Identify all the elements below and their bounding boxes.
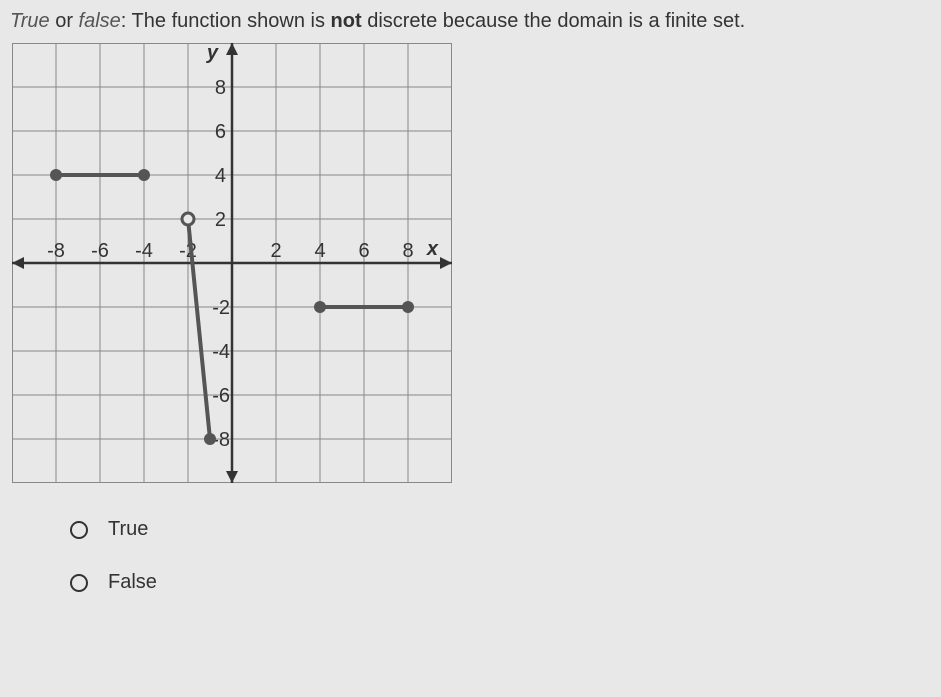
question-bold: not bbox=[331, 10, 362, 32]
svg-text:-2: -2 bbox=[212, 297, 230, 319]
option-false[interactable]: False bbox=[70, 571, 931, 594]
svg-text:8: 8 bbox=[402, 240, 413, 262]
svg-text:8: 8 bbox=[215, 77, 226, 99]
coordinate-grid-chart: -8-6-4-22468-8-6-4-22468xy bbox=[12, 43, 931, 488]
svg-text:x: x bbox=[426, 238, 439, 260]
question-false-word: false bbox=[79, 10, 121, 32]
svg-text:-6: -6 bbox=[212, 385, 230, 407]
chart-svg: -8-6-4-22468-8-6-4-22468xy bbox=[12, 43, 452, 483]
svg-text:-4: -4 bbox=[212, 341, 230, 363]
svg-text:6: 6 bbox=[215, 121, 226, 143]
option-true[interactable]: True bbox=[70, 518, 931, 541]
svg-text:-8: -8 bbox=[47, 240, 65, 262]
svg-text:2: 2 bbox=[270, 240, 281, 262]
radio-icon bbox=[70, 521, 88, 539]
svg-text:4: 4 bbox=[215, 165, 226, 187]
svg-text:6: 6 bbox=[358, 240, 369, 262]
option-label: True bbox=[108, 518, 148, 541]
radio-icon bbox=[70, 574, 88, 592]
question-true-word: True bbox=[10, 10, 50, 32]
question-mid1: or bbox=[50, 10, 79, 32]
svg-text:-4: -4 bbox=[135, 240, 153, 262]
answer-options: True False bbox=[70, 518, 931, 594]
svg-text:4: 4 bbox=[314, 240, 325, 262]
svg-text:y: y bbox=[206, 43, 219, 64]
option-label: False bbox=[108, 571, 157, 594]
svg-text:2: 2 bbox=[215, 209, 226, 231]
svg-text:-6: -6 bbox=[91, 240, 109, 262]
question-mid2: : The function shown is bbox=[121, 10, 331, 32]
question-suffix: discrete because the domain is a finite … bbox=[362, 10, 746, 32]
question-prompt: True or false: The function shown is not… bbox=[10, 10, 931, 33]
svg-text:-2: -2 bbox=[179, 240, 197, 262]
